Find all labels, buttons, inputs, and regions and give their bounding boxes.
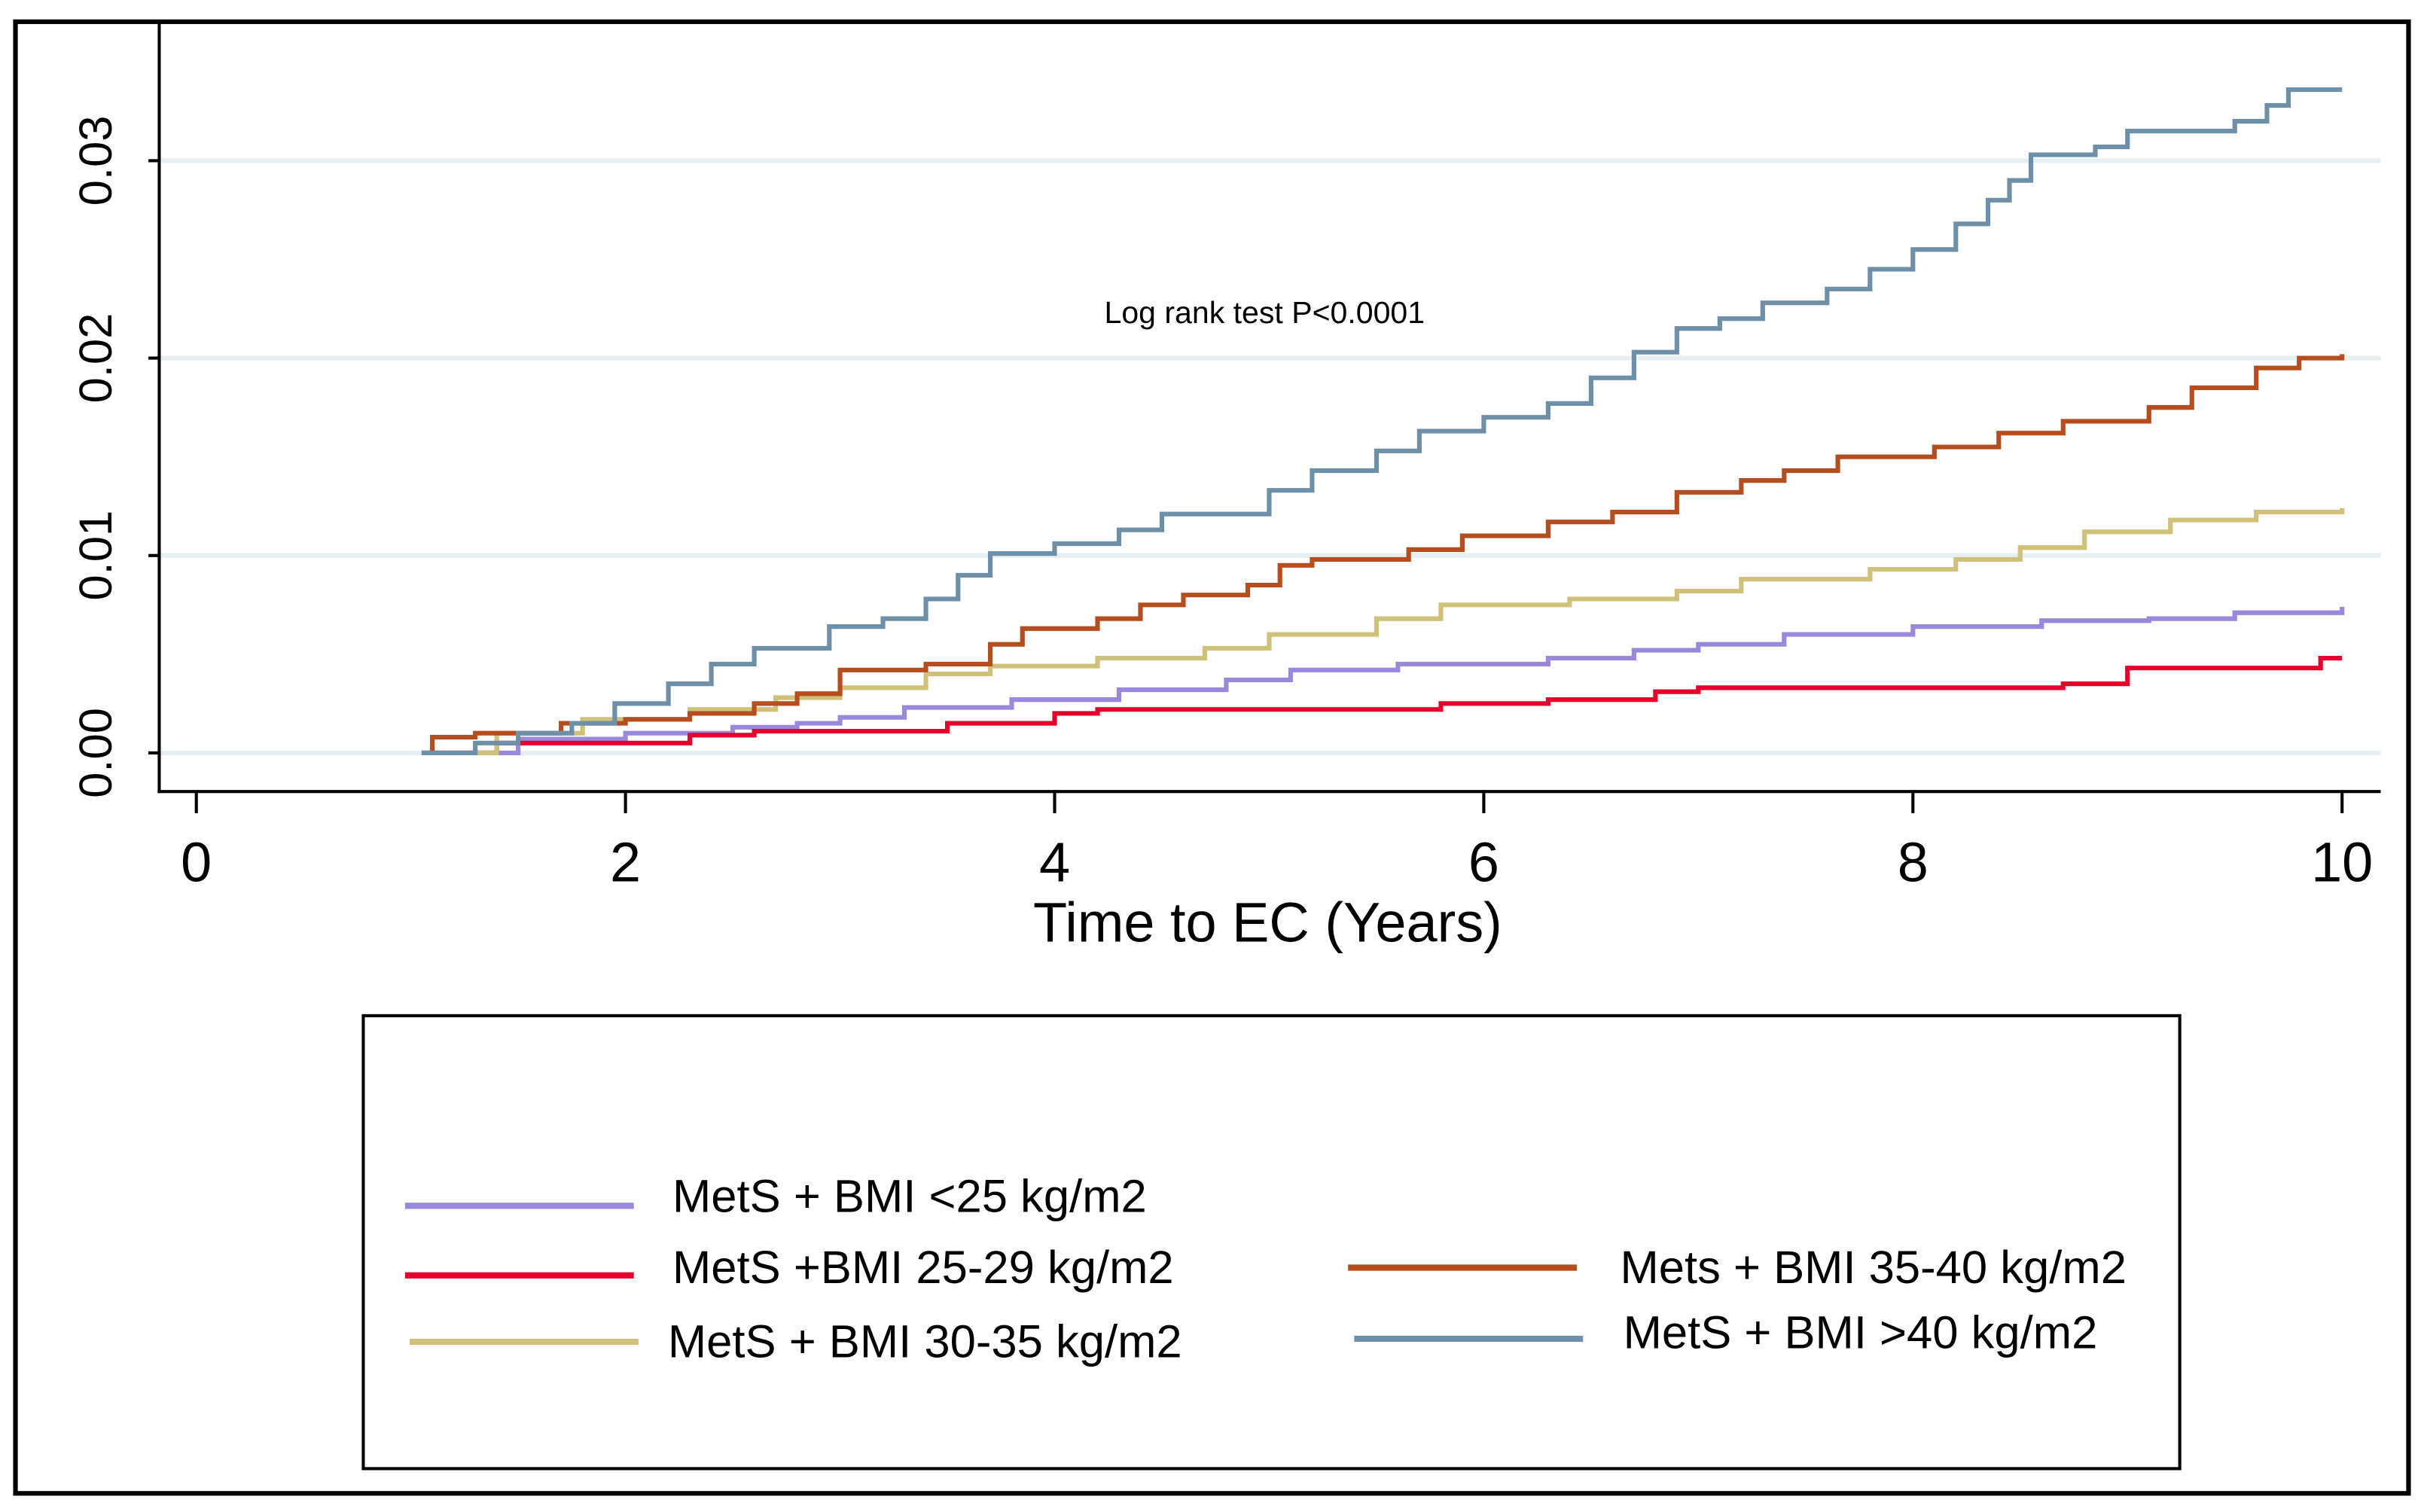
y-tick-label: 0.00 xyxy=(70,708,122,798)
series-line-3 xyxy=(421,354,2345,755)
legend: MetS + BMI <25 kg/m2 MetS +BMI 25-29 kg/m… xyxy=(404,1171,2127,1368)
x-tick-label: 8 xyxy=(1898,831,1929,893)
x-axis: 0 2 4 6 8 10 xyxy=(181,791,2373,893)
x-tick-label: 4 xyxy=(1039,831,1070,893)
y-tick-label: 0.03 xyxy=(70,115,122,206)
legend-label: MetS + BMI >40 kg/m2 xyxy=(1624,1306,2098,1358)
annotation: Log rank test P<0.0001 xyxy=(1104,295,1425,330)
x-axis-label: Time to EC (Years) xyxy=(1033,891,1502,953)
series-line-4 xyxy=(421,87,2343,755)
legend-label: MetS +BMI 25-29 kg/m2 xyxy=(672,1242,1174,1294)
x-tick-label: 10 xyxy=(2311,831,2373,893)
legend-label: MetS + BMI <25 kg/m2 xyxy=(672,1171,1147,1223)
legend-box xyxy=(361,1014,2182,1471)
series-line-0 xyxy=(432,606,2345,755)
x-tick-label: 2 xyxy=(610,831,641,893)
gridlines xyxy=(160,158,2381,755)
series-lines xyxy=(421,87,2345,755)
x-tick-label: 0 xyxy=(181,831,212,893)
y-tick-label: 0.01 xyxy=(70,511,122,601)
y-axis: 0.00 0.01 0.02 0.03 xyxy=(70,115,160,798)
y-tick-label: 0.02 xyxy=(70,313,122,404)
legend-label: MetS + BMI 30-35 kg/m2 xyxy=(668,1316,1182,1368)
legend-label: Mets + BMI 35-40 kg/m2 xyxy=(1620,1242,2126,1294)
x-tick-label: 6 xyxy=(1468,831,1499,893)
series-line-1 xyxy=(421,655,2343,755)
